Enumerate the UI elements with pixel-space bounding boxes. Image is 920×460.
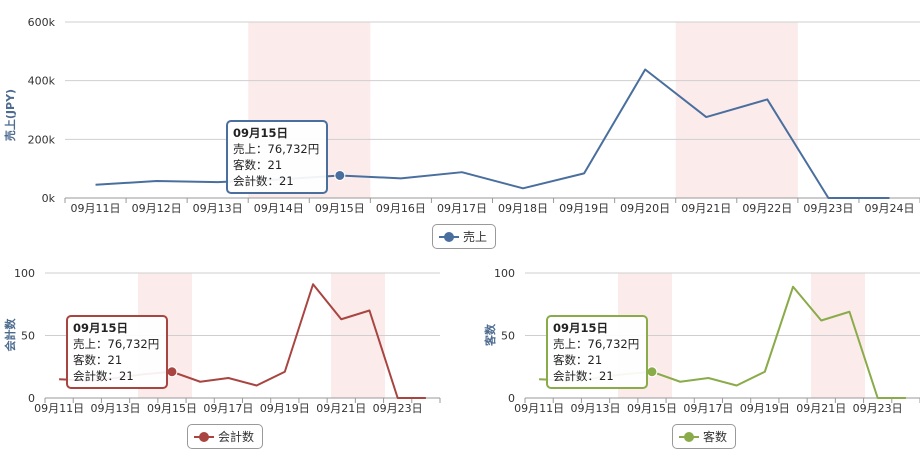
x-tick-label: 09月14日: [254, 202, 304, 215]
legend-marker-icon: [679, 431, 699, 442]
y-axis-label: 客数: [483, 323, 497, 347]
tooltip-line: 売上：76,732円: [73, 337, 160, 351]
x-tick-label: 09月24日: [864, 202, 914, 215]
x-tick-label: 09月23日: [373, 402, 423, 415]
x-tick-label: 09月23日: [853, 402, 903, 415]
tooltip-line: 売上：76,732円: [553, 337, 640, 351]
x-tick-label: 09月19日: [559, 202, 609, 215]
x-tick-label: 09月21日: [316, 402, 366, 415]
legend-label: 客数: [703, 430, 728, 444]
x-tick-label: 09月11日: [514, 402, 564, 415]
tooltip-sales: 09月15日 売上：76,732円 客数：21 会計数：21: [226, 120, 329, 194]
highlight-band: [675, 22, 798, 198]
x-tick-label: 09月18日: [498, 202, 548, 215]
data-point: [646, 366, 658, 378]
x-tick-label: 09月23日: [803, 202, 853, 215]
y-tick-label: 600k: [28, 16, 56, 29]
x-tick-label: 09月16日: [376, 202, 426, 215]
tooltip-line: 客数：21: [553, 353, 603, 367]
tooltip-title: 09月15日: [73, 321, 129, 335]
tooltip-line: 会計数：21: [553, 369, 614, 383]
tooltip-line: 客数：21: [73, 353, 123, 367]
y-tick-label: 400k: [28, 75, 56, 88]
y-axis-label: 会計数: [3, 318, 17, 352]
x-tick-label: 09月17日: [683, 402, 733, 415]
x-tick-label: 09月19日: [740, 402, 790, 415]
x-tick-label: 09月13日: [571, 402, 621, 415]
y-tick-label: 0: [28, 392, 35, 405]
x-tick-label: 09月11日: [71, 202, 121, 215]
tooltip-line: 会計数：21: [73, 369, 134, 383]
tooltip-line: 会計数：21: [233, 174, 294, 188]
y-tick-label: 50: [21, 330, 35, 343]
legend-label: 会計数: [218, 430, 255, 444]
tooltip-transactions: 09月15日 売上：76,732円 客数：21 会計数：21: [66, 315, 169, 389]
y-tick-label: 0: [508, 392, 515, 405]
x-tick-label: 09月13日: [91, 402, 141, 415]
x-tick-label: 09月15日: [147, 402, 197, 415]
y-tick-label: 0k: [42, 192, 56, 205]
tooltip-line: 客数：21: [233, 158, 283, 172]
legend-customers[interactable]: 客数: [672, 424, 737, 449]
x-tick-label: 09月17日: [437, 202, 487, 215]
x-tick-label: 09月19日: [260, 402, 310, 415]
x-tick-label: 09月17日: [203, 402, 253, 415]
y-tick-label: 200k: [28, 133, 56, 146]
tooltip-customers: 09月15日 売上：76,732円 客数：21 会計数：21: [546, 315, 649, 389]
x-tick-label: 09月12日: [132, 202, 182, 215]
legend-marker-icon: [194, 431, 214, 442]
x-tick-label: 09月11日: [34, 402, 84, 415]
x-tick-label: 09月13日: [193, 202, 243, 215]
y-tick-label: 100: [14, 267, 35, 280]
x-tick-label: 09月15日: [315, 202, 365, 215]
legend-marker-icon: [439, 231, 459, 242]
tooltip-title: 09月15日: [233, 126, 289, 140]
legend-sales[interactable]: 売上: [432, 224, 497, 249]
y-tick-label: 100: [494, 267, 515, 280]
x-tick-label: 09月21日: [681, 202, 731, 215]
legend-transactions[interactable]: 会計数: [187, 424, 264, 449]
legend-label: 売上: [463, 230, 488, 244]
x-tick-label: 09月22日: [742, 202, 792, 215]
y-tick-label: 50: [501, 330, 515, 343]
y-axis-label: 売上(JPY): [3, 89, 17, 141]
x-tick-label: 09月21日: [796, 402, 846, 415]
tooltip-title: 09月15日: [553, 321, 609, 335]
data-point: [166, 366, 178, 378]
x-tick-label: 09月20日: [620, 202, 670, 215]
tooltip-line: 売上：76,732円: [233, 142, 320, 156]
data-point: [334, 169, 346, 181]
x-tick-label: 09月15日: [627, 402, 677, 415]
